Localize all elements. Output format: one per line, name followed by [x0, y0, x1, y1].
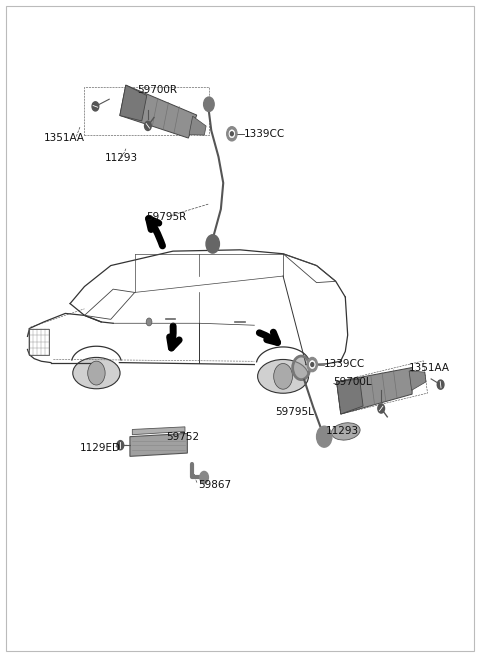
Circle shape — [229, 130, 235, 138]
Ellipse shape — [258, 359, 309, 394]
Text: 1339CC: 1339CC — [244, 129, 286, 139]
Ellipse shape — [73, 357, 120, 389]
Ellipse shape — [332, 422, 360, 440]
Text: 1129ED: 1129ED — [80, 443, 120, 453]
Text: 59867: 59867 — [198, 480, 231, 489]
Circle shape — [206, 235, 219, 253]
Circle shape — [146, 318, 152, 326]
Polygon shape — [130, 434, 187, 457]
Text: 11293: 11293 — [105, 153, 138, 163]
Circle shape — [230, 132, 233, 136]
Circle shape — [317, 426, 332, 447]
Circle shape — [307, 357, 318, 372]
Text: 1351AA: 1351AA — [408, 363, 449, 373]
Circle shape — [117, 441, 124, 450]
Polygon shape — [336, 379, 363, 414]
Text: 59752: 59752 — [166, 432, 199, 442]
Polygon shape — [336, 367, 412, 414]
Polygon shape — [120, 85, 197, 138]
Polygon shape — [132, 427, 185, 435]
Circle shape — [310, 361, 315, 369]
Text: 1351AA: 1351AA — [44, 133, 85, 143]
Text: 59700R: 59700R — [137, 85, 177, 95]
Circle shape — [200, 472, 208, 484]
Circle shape — [274, 363, 292, 389]
Text: 59700L: 59700L — [333, 377, 372, 387]
Polygon shape — [120, 85, 147, 121]
Circle shape — [92, 102, 99, 111]
Polygon shape — [409, 371, 426, 390]
Circle shape — [144, 122, 151, 131]
Text: 1339CC: 1339CC — [324, 359, 365, 369]
Circle shape — [227, 127, 237, 141]
Circle shape — [293, 356, 310, 380]
Text: 11293: 11293 — [326, 426, 359, 436]
Polygon shape — [189, 116, 206, 135]
Circle shape — [88, 361, 105, 385]
Circle shape — [378, 404, 384, 413]
Text: 59795R: 59795R — [147, 212, 187, 222]
Circle shape — [311, 363, 314, 367]
Circle shape — [437, 380, 444, 389]
Text: 59795L: 59795L — [275, 407, 314, 417]
Circle shape — [204, 97, 214, 112]
